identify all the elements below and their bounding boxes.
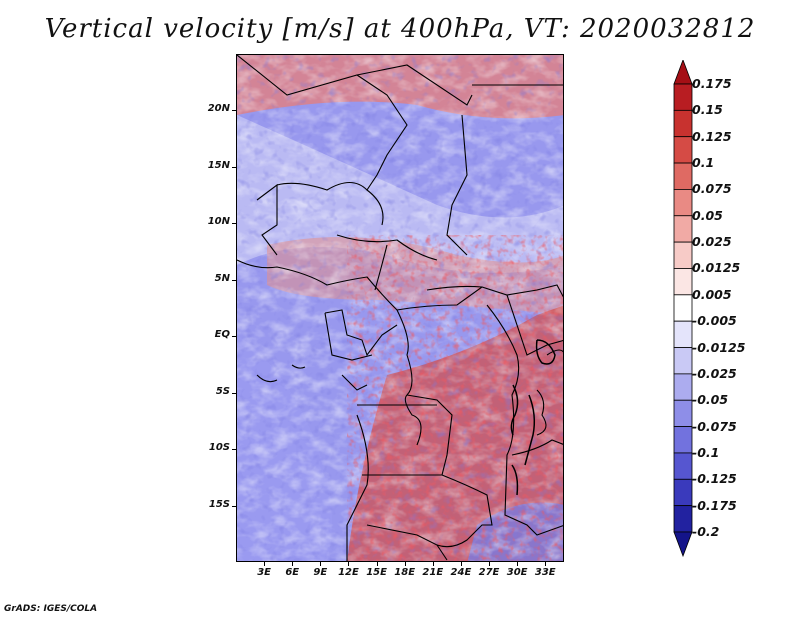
colorbar-bin xyxy=(673,452,693,480)
lon-tick xyxy=(517,562,519,566)
lon-tick-label: 12E xyxy=(338,567,359,578)
map-plot-area xyxy=(236,54,564,562)
colorbar-tick-label: -0.175 xyxy=(692,497,737,513)
colorbar-tick-label: -0.1 xyxy=(692,444,720,460)
lon-tick-label: 18E xyxy=(394,567,416,578)
colorbar-bin xyxy=(673,399,693,427)
lon-tick xyxy=(545,562,547,566)
lat-tick xyxy=(232,166,236,168)
lon-tick xyxy=(376,562,378,566)
lat-tick-label: 10S xyxy=(208,442,230,454)
lat-tick xyxy=(232,223,236,225)
lat-tick-label: 15S xyxy=(208,498,230,510)
lat-tick-label: EQ xyxy=(214,329,230,341)
lon-tick xyxy=(320,562,322,566)
colorbar-tick-label: 0.175 xyxy=(692,76,732,91)
chart-title: Vertical velocity [m/s] at 400hPa, VT: 2… xyxy=(44,14,756,44)
colorbar-bin xyxy=(673,60,693,85)
lat-tick-label: 5S xyxy=(215,385,230,397)
lon-tick xyxy=(264,562,266,566)
colorbar-tick-label: 0.15 xyxy=(692,102,723,118)
colorbar-tick-label: 0.075 xyxy=(692,181,732,197)
colorbar-bin xyxy=(673,373,693,401)
colorbar-bin xyxy=(673,162,693,190)
lat-tick xyxy=(232,279,236,281)
lat-tick xyxy=(232,336,236,338)
lat-tick-label: 5N xyxy=(214,272,230,284)
lon-tick-label: 27E xyxy=(478,567,500,578)
country-borders xyxy=(237,55,563,561)
lon-tick-label: 33E xyxy=(534,567,556,578)
colorbar-bin xyxy=(673,189,693,217)
colorbar-bin xyxy=(673,215,693,243)
lon-tick xyxy=(460,562,462,566)
lat-tick xyxy=(232,505,236,507)
colorbar-tick-label: 0.125 xyxy=(692,128,732,144)
colorbar-tick-label: -0.005 xyxy=(692,313,737,329)
colorbar-tick-label: -0.05 xyxy=(692,392,729,408)
colorbar-tick-label: 0.1 xyxy=(692,155,715,171)
colorbar-tick-label: -0.075 xyxy=(692,418,737,434)
lon-tick xyxy=(432,562,434,566)
colorbar-tick-label: 0.05 xyxy=(692,207,723,223)
lon-tick-label: 3E xyxy=(257,567,271,578)
colorbar-tick-label: 0.0125 xyxy=(692,260,741,276)
lon-tick xyxy=(292,562,294,566)
colorbar-tick-label: 0.025 xyxy=(692,234,732,250)
lon-tick-label: 30E xyxy=(506,567,528,578)
colorbar xyxy=(673,60,693,558)
lon-tick-label: 21E xyxy=(422,567,444,578)
colorbar-bin xyxy=(673,83,693,111)
colorbar-tick-label: -0.0125 xyxy=(692,339,746,355)
lon-tick xyxy=(348,562,350,566)
colorbar-bin xyxy=(673,241,693,269)
colorbar-bin xyxy=(673,505,693,533)
colorbar-tick-label: -0.125 xyxy=(692,471,737,487)
lon-tick xyxy=(489,562,491,566)
lon-tick-label: 15E xyxy=(366,567,387,578)
vertical-velocity-field xyxy=(237,55,563,561)
colorbar-bin xyxy=(673,268,693,296)
colorbar-tick-label: -0.2 xyxy=(692,524,720,539)
lon-tick xyxy=(404,562,406,566)
colorbar-bin xyxy=(673,478,693,507)
lat-tick xyxy=(232,110,236,112)
lake-outlines xyxy=(510,339,556,496)
colorbar-bin xyxy=(673,109,693,138)
colorbar-bin xyxy=(673,320,693,348)
colorbar-tick-label: -0.025 xyxy=(692,365,737,381)
colorbar-bin xyxy=(673,294,693,322)
lat-tick-label: 15N xyxy=(207,159,230,171)
footer-credit: GrADS: IGES/COLA xyxy=(4,604,98,614)
lat-tick xyxy=(232,449,236,451)
lon-tick-label: 24E xyxy=(450,567,472,578)
colorbar-bin xyxy=(673,426,693,454)
colorbar-bin xyxy=(673,136,693,164)
lat-tick xyxy=(232,392,236,394)
colorbar-tick-label: 0.005 xyxy=(692,286,732,302)
lat-tick-label: 10N xyxy=(207,216,230,228)
lon-tick-label: 9E xyxy=(313,567,328,578)
colorbar-bin xyxy=(673,531,693,558)
lat-tick-label: 20N xyxy=(207,103,230,115)
lon-tick-label: 6E xyxy=(285,567,300,578)
colorbar-bin xyxy=(673,347,693,375)
